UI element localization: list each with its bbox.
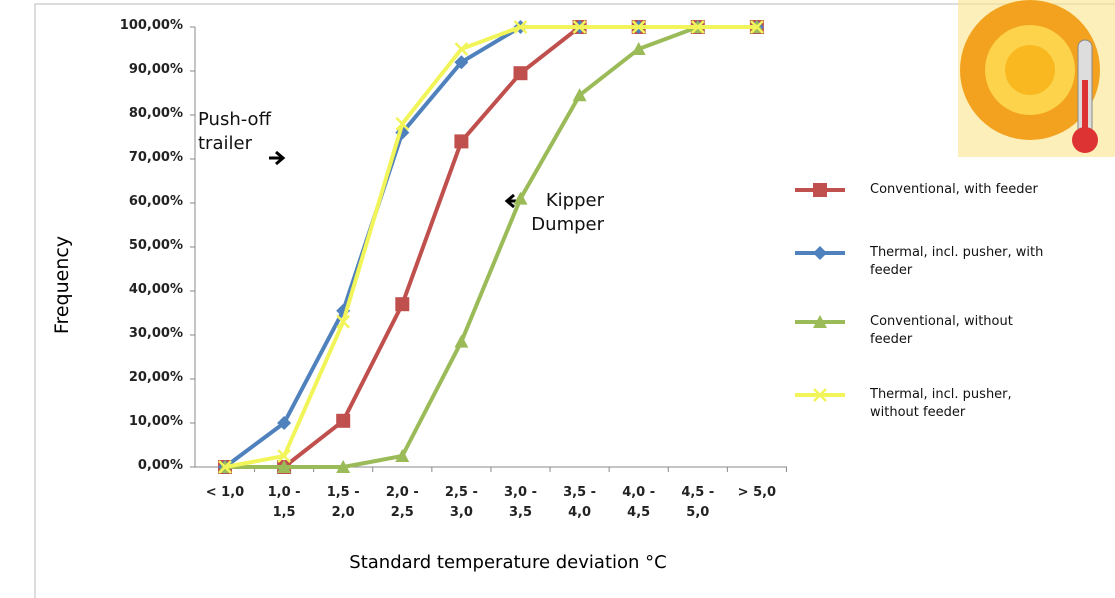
y-tick-label: 30,00%	[128, 326, 183, 341]
data-point	[395, 449, 410, 462]
x-tick-label: 2,5 - 3,0	[444, 485, 478, 520]
data-point	[631, 42, 646, 55]
y-tick-label: 50,00%	[128, 238, 183, 253]
x-tick-label: 1,5 - 2,0	[326, 485, 360, 520]
data-point	[631, 20, 646, 34]
legend-marker	[813, 388, 827, 402]
data-point	[218, 460, 232, 474]
data-point	[750, 20, 764, 34]
x-tick-label: 3,0 - 3,5	[504, 485, 537, 520]
data-point	[277, 460, 292, 473]
data-point	[336, 314, 351, 329]
data-point	[336, 413, 351, 428]
y-tick-label: 20,00%	[128, 370, 183, 385]
y-tick-label: 40,00%	[128, 282, 183, 297]
y-axis-title: Frequency	[51, 235, 73, 335]
annotation: Push-off trailer	[198, 109, 271, 154]
series-line	[224, 25, 757, 469]
data-point	[572, 20, 587, 34]
data-point	[454, 334, 469, 348]
data-point	[513, 20, 528, 34]
x-tick-label: > 5,0	[737, 485, 777, 500]
x-tick-label: 4,5 - 5,0	[681, 485, 715, 520]
legend-label: Thermal, incl. pusher, with feeder	[870, 245, 1044, 278]
y-tick-label: 100,00%	[119, 18, 183, 33]
data-point	[454, 42, 469, 56]
data-point	[454, 55, 469, 70]
series-line	[223, 25, 757, 469]
data-point	[572, 88, 587, 102]
annotation-arrow	[269, 150, 286, 166]
data-point	[513, 191, 528, 205]
data-point	[395, 297, 410, 312]
legend-marker	[813, 246, 827, 260]
legend-marker	[813, 315, 827, 328]
x-tick-label: 1,0 - 1,5	[267, 485, 301, 520]
y-tick-label: 70,00%	[128, 150, 183, 165]
x-tick-label: 4,0 - 4,5	[622, 485, 656, 520]
annotation: Kipper Dumper	[531, 190, 604, 235]
legend-label: Conventional, without feeder	[870, 314, 1013, 347]
x-tick-label: 2,0 - 2,5	[385, 485, 419, 520]
x-axis-title: Standard temperature deviation °C	[349, 552, 667, 573]
data-point	[277, 449, 291, 463]
legend-label: Conventional, with feeder	[870, 182, 1038, 197]
data-point	[395, 116, 410, 131]
data-point	[454, 134, 469, 149]
data-point	[336, 460, 351, 473]
legend-marker	[813, 183, 827, 197]
data-point	[277, 416, 292, 430]
chart-frame	[34, 3, 1115, 598]
x-tick-label: 3,5 - 4,0	[563, 485, 597, 520]
legend-label: Thermal, incl. pusher, without feeder	[870, 387, 1012, 420]
y-tick-label: 90,00%	[128, 62, 183, 77]
series-line	[225, 25, 757, 469]
sun-icon	[958, 0, 1115, 157]
y-tick-label: 10,00%	[128, 414, 183, 429]
series-line	[225, 25, 757, 469]
data-point	[513, 66, 528, 81]
y-tick-label: 60,00%	[128, 194, 183, 209]
data-point	[690, 20, 705, 34]
x-tick-label: < 1,0	[205, 485, 245, 500]
y-tick-label: 0,00%	[137, 458, 183, 473]
y-tick-label: 80,00%	[128, 106, 183, 121]
